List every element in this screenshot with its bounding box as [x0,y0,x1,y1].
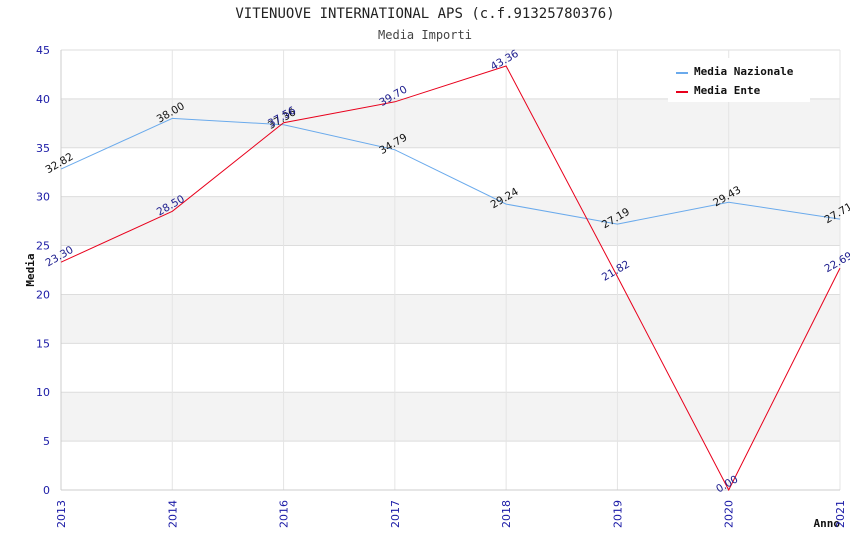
grid-band [61,294,840,344]
chart-subtitle: Media Importi [378,28,472,42]
x-tick-label: 2019 [611,500,624,528]
x-tick-label: 2018 [500,500,513,528]
x-tick-label: 2016 [278,500,291,528]
y-tick-label: 10 [36,386,50,399]
legend-box [668,58,810,102]
data-label-media-ente: 21.82 [600,258,632,283]
y-tick-label: 30 [36,191,50,204]
x-tick-label: 2021 [834,500,847,528]
chart-title: VITENUOVE INTERNATIONAL APS (c.f.9132578… [235,6,614,22]
x-axis-label: Anno [814,517,841,530]
y-tick-label: 15 [36,337,50,350]
series-line-media-ente [60,65,841,492]
y-tick-label: 35 [36,142,50,155]
y-tick-label: 0 [43,484,50,497]
grid-bands [61,98,840,442]
data-label-media-ente: 0.00 [714,473,740,495]
y-tick-label: 25 [36,240,50,253]
axes [60,50,840,491]
y-axis-label: Media [24,253,37,286]
y-tick-label: 40 [36,93,50,106]
x-tick-label: 2017 [389,500,402,528]
legend-label-media-nazionale: Media Nazionale [694,65,794,78]
data-label-media-ente: 22.69 [822,250,850,275]
x-tick-label: 2013 [55,500,68,528]
grid-band [61,392,840,442]
series-lines [60,65,841,492]
grid-band [61,98,840,148]
legend-label-media-ente: Media Ente [694,84,761,97]
y-tick-label: 5 [43,435,50,448]
series-line-media-nazionale [60,117,841,225]
data-label-media-ente: 43.36 [489,48,521,74]
x-tick-label: 2014 [166,500,179,528]
grid-band [61,196,840,246]
legend: Media Nazionale Media Ente [668,58,810,102]
y-tick-label: 20 [36,288,50,301]
x-axis-ticks: 2013 2014 2016 2017 2018 2019 2020 2021 [55,500,847,528]
y-tick-label: 45 [36,44,50,57]
y-axis-ticks: 0 5 10 15 20 25 30 35 40 45 [36,44,50,497]
gridlines [60,49,841,491]
x-tick-label: 2020 [723,500,736,528]
